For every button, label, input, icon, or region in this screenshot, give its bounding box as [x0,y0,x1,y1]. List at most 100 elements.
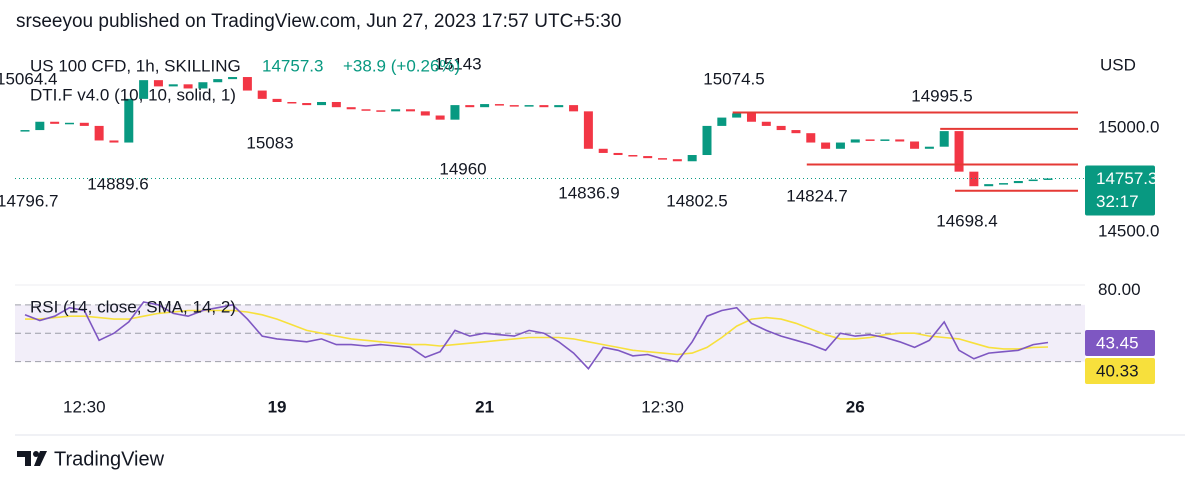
x-tick-label: 26 [846,397,865,416]
candle [969,171,979,187]
candle [450,105,460,120]
candle [391,109,401,112]
candle [139,80,149,99]
currency: USD [1100,55,1136,74]
candle [554,105,564,108]
candle [420,111,430,116]
legend-change: +38.9 (+0.26%) [343,56,460,75]
candle [999,183,1009,185]
candle [598,148,608,153]
price-annotation: 14995.5 [911,86,972,105]
candle [317,101,327,106]
candle [435,115,445,120]
price-annotation: 15143 [434,54,481,73]
candle [228,77,238,80]
candle [821,142,831,149]
candle [1028,179,1038,182]
candle [50,121,60,124]
price-annotation: 14796.7 [0,191,58,210]
candle [569,105,579,112]
y-tick-label: 14500.0 [1098,221,1159,240]
value-box [1085,358,1155,384]
candle [628,155,638,157]
candle [465,105,475,108]
candle [242,77,252,91]
candle [806,133,816,143]
x-tick-label: 19 [268,397,287,416]
price-annotation: 15074.5 [703,69,764,88]
candle [124,98,134,143]
candle [672,159,682,162]
y-tick-label: 80.00 [1098,280,1141,299]
candle [924,146,934,149]
candle [109,140,119,143]
legend-price: 14757.3 [262,56,323,75]
candle [583,111,593,149]
candle [168,84,178,87]
candle [287,101,297,104]
countdown: 32:17 [1096,192,1139,211]
candle [1013,181,1023,184]
price-annotation: 14698.4 [936,211,997,230]
candle [213,79,223,83]
brand: TradingView [54,448,165,470]
candle [346,107,356,110]
last-price: 14757.3 [1096,169,1157,188]
indicator-title: RSI (14, close, SMA, 14, 2) [30,297,236,316]
candle [658,158,668,160]
price-annotation: 15083 [246,133,293,152]
header: srseeyou published on TradingView.com, J… [16,11,621,32]
candle [405,109,415,112]
candle [524,105,534,107]
candle [613,152,623,156]
candle [94,125,104,141]
candle [361,109,371,111]
candle [895,139,905,142]
price-annotation: 14802.5 [666,191,727,210]
candle [910,141,920,149]
value-box [1085,330,1155,356]
candle [494,104,504,106]
y-tick-label: 15000.0 [1098,117,1159,136]
candle [717,117,727,126]
candle [183,84,193,89]
candle [480,104,490,108]
last-value: 43.45 [1096,333,1139,352]
candle [954,131,964,172]
last-value: 40.33 [1096,361,1139,380]
candle [153,80,163,87]
candle [732,113,742,118]
candle [79,122,89,126]
candle [20,130,30,132]
candle [64,122,74,125]
candle [509,105,519,107]
price-annotation: 14889.6 [87,174,148,193]
rsi-line [24,301,1049,370]
candle [1043,178,1053,180]
price-annotation: 14836.9 [558,183,619,202]
candle [850,139,860,143]
candle [939,131,949,147]
candle [984,184,994,187]
legend-title: US 100 CFD, 1h, SKILLING [30,56,241,75]
price-annotation: 15064.4 [0,69,57,88]
candle [880,139,890,141]
last-price-box [1085,165,1155,216]
candle [331,101,341,108]
candle [643,156,653,159]
candle [835,142,845,149]
x-tick-label: 12:30 [63,397,106,416]
candle [746,113,756,122]
candle [761,121,771,126]
candle [539,105,549,108]
price-annotation: 14824.7 [786,186,847,205]
logo [17,451,47,466]
candle [702,125,712,156]
candle [791,130,801,134]
candle [272,98,282,102]
x-tick-label: 12:30 [641,397,684,416]
candle [198,82,208,89]
price-annotation: 14960 [439,159,486,178]
candle [687,155,697,162]
